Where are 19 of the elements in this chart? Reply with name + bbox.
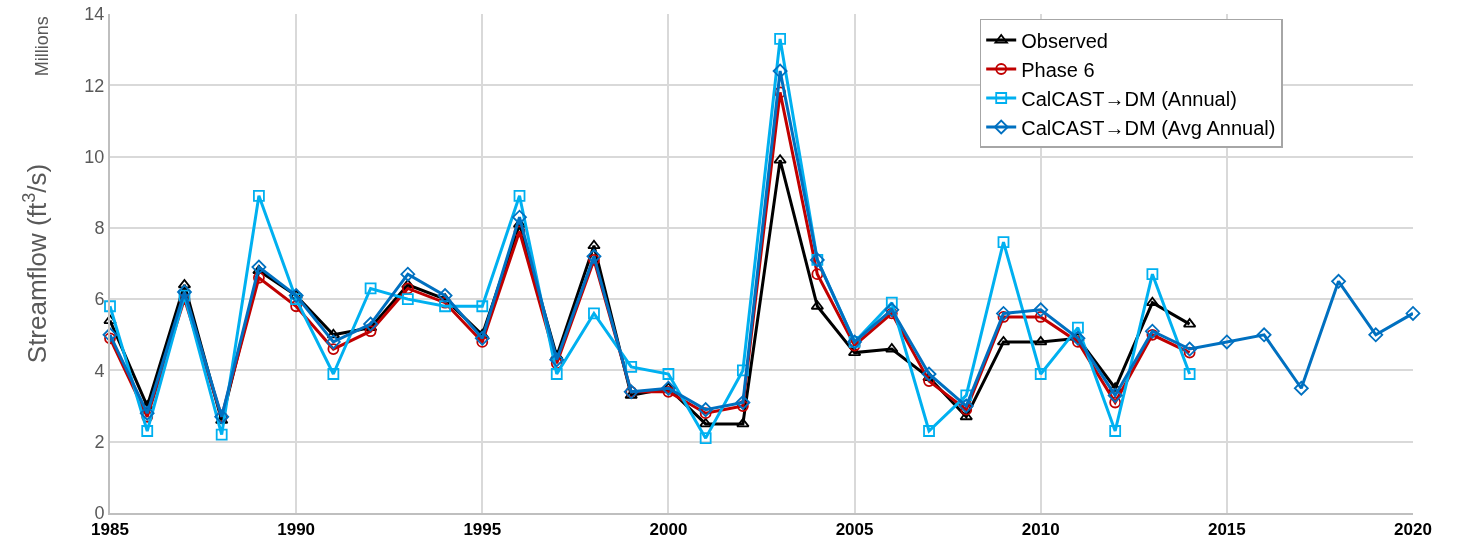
x-tick-label: 2020 (1394, 520, 1432, 540)
y-tick-label: 10 (84, 146, 105, 167)
x-tick-label: 2015 (1207, 520, 1246, 540)
y-tick-label: 12 (84, 75, 105, 96)
text: Millions (32, 16, 53, 77)
legend-label: CalCAST→DM (Avg Annual) (1021, 116, 1276, 139)
y-tick-label: 4 (94, 360, 105, 381)
x-tick-label: 1995 (463, 520, 502, 540)
x-tick-label: 2000 (649, 520, 688, 540)
legend-label: Observed (1021, 29, 1108, 52)
y-tick-label: 14 (84, 4, 105, 25)
x-tick-label: 2010 (1021, 520, 1060, 540)
y-tick-label: 2 (94, 432, 105, 453)
legend-label: Phase 6 (1021, 58, 1095, 81)
y-tick-label: 6 (94, 289, 105, 310)
x-tick-label: 2005 (835, 520, 874, 540)
legend-label: CalCAST→DM (Annual) (1021, 87, 1237, 110)
x-tick-label: 1990 (277, 520, 316, 540)
y-tick-label: 8 (94, 218, 105, 239)
